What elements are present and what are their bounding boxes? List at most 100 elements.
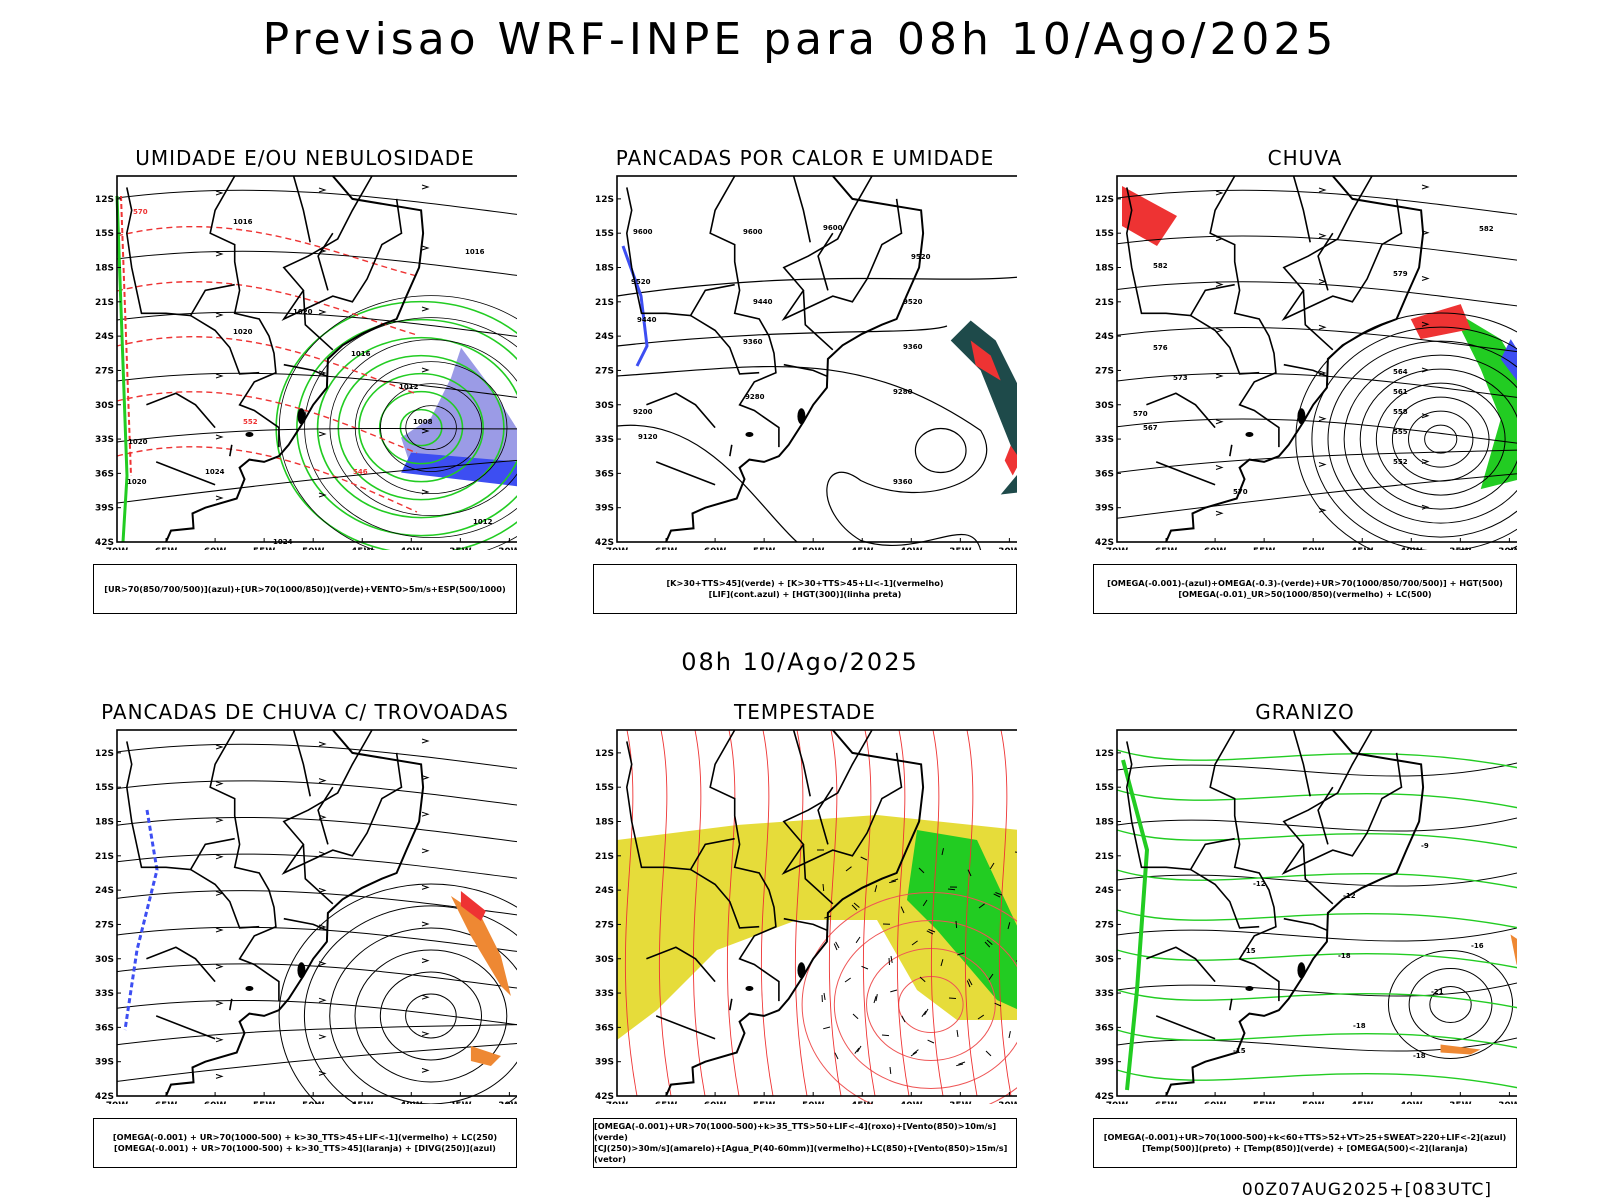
lon-tick-label: 60W: [704, 1101, 727, 1104]
map-border: [116, 175, 517, 543]
streamline-850: [964, 729, 978, 1097]
stream-arrow: [421, 958, 430, 964]
mid-title: 08h 10/Ago/2025: [681, 648, 919, 676]
lat-tick-label: 21S: [595, 852, 614, 862]
contour-label: 9600: [743, 228, 763, 236]
lon-tick-label: 45W: [1351, 547, 1374, 550]
streamline: [1116, 418, 1517, 444]
wind-vector: [955, 920, 958, 929]
lake: [1245, 431, 1254, 437]
wind-vector: [948, 997, 957, 999]
border-line: [729, 998, 733, 1011]
stream-arrow: [1421, 459, 1430, 464]
contour-ring: [329, 927, 517, 1104]
stream-arrow: [1421, 276, 1430, 281]
contour-label: 1020: [233, 328, 253, 336]
streamline: [1116, 326, 1517, 353]
lon-tick-label: 35W: [1449, 547, 1472, 550]
panel-legend: [OMEGA(-0.001) + UR>70(1000-500) + k>30_…: [93, 1118, 517, 1168]
lon-tick-label: 55W: [1253, 547, 1276, 550]
panel-granizo: GRANIZO -12 -12 -9 -15 -18 -21 -18 -16 -18 -15 12S…: [1093, 700, 1517, 1170]
lat-tick-label: 42S: [595, 1092, 614, 1102]
stream-arrow: [318, 997, 327, 1003]
country-borders: [1125, 175, 1425, 543]
contour-label: 9440: [753, 298, 773, 306]
stream-arrow: [421, 811, 430, 817]
panel-title: CHUVA: [1267, 146, 1343, 170]
lon-tick-label: 60W: [204, 547, 227, 550]
layers: [617, 729, 1017, 1104]
map-pancadas-calor: 9600 9600 96009520952095209440944093609360…: [595, 175, 1017, 550]
streamline: [116, 816, 517, 843]
tts-red: [460, 890, 486, 921]
thunder-area: [950, 320, 1017, 495]
border-line: [1283, 363, 1328, 377]
contour-label: 1016: [351, 350, 371, 358]
wind-vector: [940, 959, 944, 967]
stream-arrow: [215, 854, 224, 860]
lon-tick-label: 30W: [998, 547, 1017, 550]
panel-legend: [OMEGA(-0.001)+UR>70(1000-500)+k>35_TTS>…: [593, 1118, 1017, 1168]
lon-tick-label: 70W: [106, 547, 129, 550]
stream-arrow: [421, 184, 430, 190]
lon-tick-label: 55W: [753, 547, 776, 550]
lon-tick-label: 40W: [400, 547, 423, 550]
high-humidity-area: [401, 347, 517, 486]
wind-vector: [928, 928, 936, 933]
stream-arrow: [1318, 324, 1327, 330]
stream-arrow: [215, 312, 224, 318]
wind-vector: [834, 1052, 839, 1060]
contour-ring: [329, 339, 517, 516]
wind-vector: [986, 939, 993, 945]
lat-tick-label: 27S: [595, 920, 614, 930]
temp-500-contour: [1116, 1037, 1517, 1052]
wind-vector: [875, 994, 878, 1002]
streamline-850: [828, 729, 842, 1097]
border-line: [1302, 290, 1334, 351]
lat-tick-label: 21S: [1095, 298, 1114, 308]
wind-vector: [845, 866, 852, 872]
lat-tick-label: 30S: [1095, 401, 1114, 411]
hgt-contour: [616, 365, 988, 550]
streamline-850: [624, 729, 638, 1097]
contour-ring: [866, 948, 996, 1061]
border-line: [302, 290, 334, 351]
lon-tick-label: 35W: [1449, 1101, 1472, 1104]
lat-tick-label: 36S: [95, 469, 114, 479]
lake: [745, 985, 754, 991]
contour-line: [116, 391, 418, 454]
stream-arrow: [1421, 504, 1430, 510]
border-line: [190, 868, 260, 929]
lon-tick-label: 65W: [655, 1101, 678, 1104]
lake: [245, 431, 254, 437]
run-timestamp: 00Z07AUG2025+[083UTC]: [1241, 1180, 1492, 1200]
wind-vector: [1008, 1031, 1011, 1039]
lon-tick-label: 30W: [1498, 547, 1517, 550]
lat-tick-label: 18S: [595, 264, 614, 274]
contour-ring: [1327, 340, 1517, 538]
map-border: [1116, 729, 1517, 1097]
lat-tick-label: 30S: [595, 401, 614, 411]
lake: [245, 985, 254, 991]
wind-vector: [823, 992, 826, 1000]
border-line: [281, 729, 403, 875]
temp-850-contour: [1116, 989, 1517, 1009]
border-line: [1229, 998, 1233, 1011]
streamline-850: [658, 729, 672, 1097]
lat-tick-label: 12S: [95, 749, 114, 759]
wind-vector: [822, 883, 825, 892]
wind-vector: [993, 893, 1001, 898]
stream-arrow: [421, 921, 430, 927]
wind-vector: [921, 1010, 927, 1017]
contour-label: 570: [133, 208, 148, 216]
border-line: [292, 729, 311, 797]
lon-tick-label: 45W: [351, 547, 374, 550]
stream-arrow: [1215, 282, 1224, 287]
border-line: [1317, 232, 1334, 291]
stream-arrow: [421, 428, 430, 434]
border-line: [302, 844, 334, 905]
streamline: [116, 999, 517, 1026]
lat-tick-label: 15S: [1095, 783, 1114, 793]
streamline: [116, 372, 517, 398]
lon-tick-label: 60W: [1204, 1101, 1227, 1104]
